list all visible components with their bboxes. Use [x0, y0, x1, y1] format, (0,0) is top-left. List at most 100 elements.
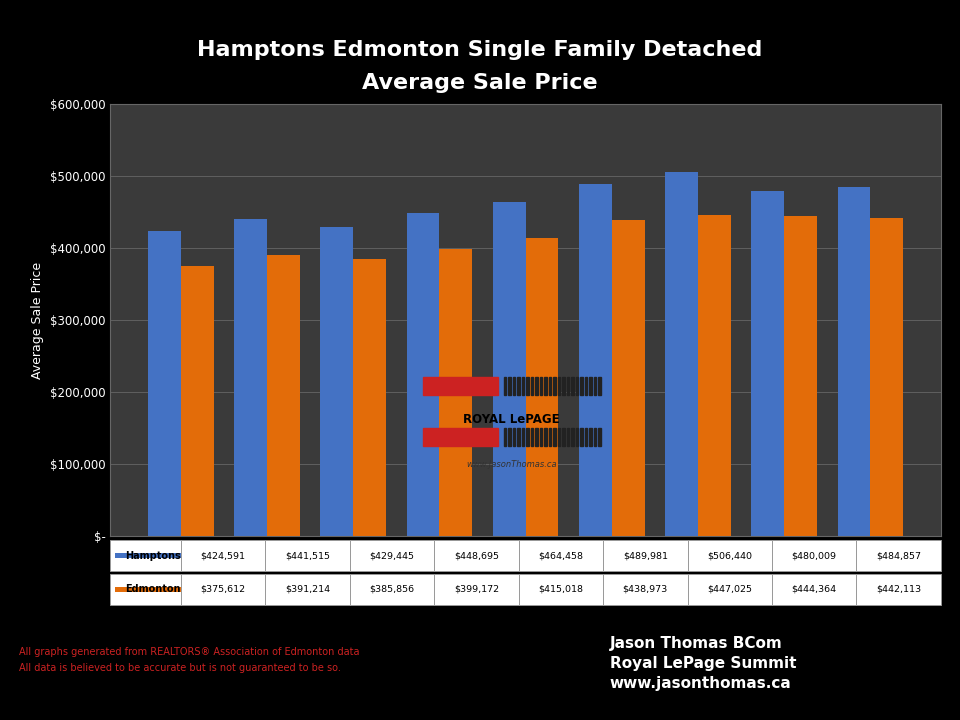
Text: All data is believed to be accurate but is not guaranteed to be so.: All data is believed to be accurate but …: [19, 663, 341, 673]
Y-axis label: Average Sale Price: Average Sale Price: [32, 262, 44, 379]
Bar: [531, 428, 534, 446]
Bar: [553, 377, 556, 395]
Bar: [540, 377, 542, 395]
Bar: [566, 428, 569, 446]
Bar: [784, 217, 817, 536]
Bar: [521, 377, 524, 395]
Bar: [549, 377, 551, 395]
Text: $484,857: $484,857: [876, 552, 921, 560]
Bar: [181, 540, 265, 572]
Text: $480,009: $480,009: [792, 552, 837, 560]
Text: $438,973: $438,973: [623, 585, 668, 594]
Bar: [265, 574, 349, 605]
Bar: [521, 428, 524, 446]
Bar: [492, 202, 526, 536]
Bar: [566, 377, 569, 395]
Bar: [687, 574, 772, 605]
Text: $506,440: $506,440: [708, 552, 753, 560]
Bar: [526, 377, 529, 395]
Bar: [517, 377, 519, 395]
Bar: [526, 428, 529, 446]
Bar: [585, 377, 588, 395]
Bar: [752, 191, 784, 536]
Bar: [571, 428, 574, 446]
Bar: [544, 428, 547, 446]
Text: $415,018: $415,018: [539, 585, 584, 594]
Bar: [603, 574, 687, 605]
Text: $424,591: $424,591: [201, 552, 246, 560]
Bar: [576, 428, 578, 446]
Bar: [423, 428, 498, 446]
Bar: [513, 428, 516, 446]
Text: www.JasonThomas.ca: www.JasonThomas.ca: [466, 459, 557, 469]
Text: Edmonton: Edmonton: [125, 584, 180, 594]
Text: Royal LePage Summit: Royal LePage Summit: [610, 656, 796, 671]
Bar: [612, 220, 644, 536]
Bar: [772, 574, 856, 605]
Bar: [856, 540, 941, 572]
Bar: [513, 377, 516, 395]
Text: $385,856: $385,856: [370, 585, 415, 594]
Bar: [407, 213, 440, 536]
Bar: [353, 258, 386, 536]
Bar: [349, 540, 434, 572]
Text: $448,695: $448,695: [454, 552, 499, 560]
Bar: [553, 428, 556, 446]
Text: $391,214: $391,214: [285, 585, 330, 594]
Bar: [181, 574, 265, 605]
Bar: [518, 574, 603, 605]
Text: Average Sale Price: Average Sale Price: [362, 73, 598, 93]
Bar: [508, 377, 511, 395]
Bar: [856, 574, 941, 605]
Bar: [540, 428, 542, 446]
Bar: [563, 377, 564, 395]
Bar: [593, 377, 596, 395]
Bar: [687, 540, 772, 572]
Bar: [321, 228, 353, 536]
Bar: [423, 377, 498, 395]
Text: $442,113: $442,113: [876, 585, 922, 594]
Text: $489,981: $489,981: [623, 552, 668, 560]
Text: Hamptons Edmonton Single Family Detached: Hamptons Edmonton Single Family Detached: [198, 40, 762, 60]
Bar: [180, 266, 214, 536]
Bar: [603, 540, 687, 572]
Bar: [580, 428, 583, 446]
Text: $444,364: $444,364: [792, 585, 837, 594]
Bar: [526, 238, 559, 536]
Bar: [544, 377, 547, 395]
Text: $429,445: $429,445: [370, 552, 415, 560]
Bar: [504, 428, 506, 446]
Text: $441,515: $441,515: [285, 552, 330, 560]
Bar: [148, 230, 180, 536]
Bar: [440, 249, 472, 536]
Bar: [549, 428, 551, 446]
Text: Hamptons: Hamptons: [125, 551, 180, 561]
Bar: [349, 574, 434, 605]
Bar: [531, 377, 534, 395]
Text: All graphs generated from REALTORS® Association of Edmonton data: All graphs generated from REALTORS® Asso…: [19, 647, 360, 657]
Bar: [434, 540, 518, 572]
Text: $447,025: $447,025: [708, 585, 753, 594]
Bar: [517, 428, 519, 446]
Bar: [576, 377, 578, 395]
Bar: [571, 377, 574, 395]
Text: $399,172: $399,172: [454, 585, 499, 594]
Bar: [580, 377, 583, 395]
Bar: [267, 255, 300, 536]
Bar: [593, 428, 596, 446]
Bar: [558, 377, 561, 395]
Bar: [589, 377, 591, 395]
Bar: [110, 574, 181, 605]
Bar: [508, 428, 511, 446]
Bar: [585, 428, 588, 446]
Text: Jason Thomas BCom: Jason Thomas BCom: [610, 636, 782, 651]
Bar: [563, 428, 564, 446]
Text: ROYAL LePAGE: ROYAL LePAGE: [463, 413, 560, 426]
Text: $375,612: $375,612: [201, 585, 246, 594]
Bar: [871, 218, 903, 536]
Bar: [589, 428, 591, 446]
Bar: [558, 428, 561, 446]
Bar: [518, 540, 603, 572]
Bar: [265, 540, 349, 572]
Text: www.jasonthomas.ca: www.jasonthomas.ca: [610, 676, 791, 691]
